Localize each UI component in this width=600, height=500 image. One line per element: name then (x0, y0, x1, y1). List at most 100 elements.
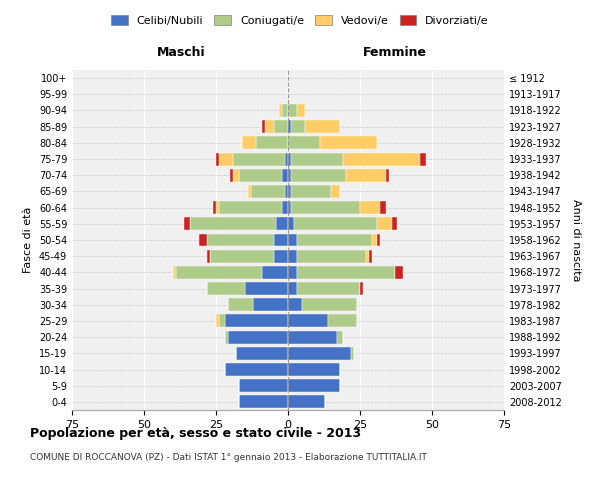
Bar (274, 250, 288, 262)
Bar (242, 136, 256, 149)
Bar (296, 104, 305, 117)
Bar (288, 330, 337, 344)
Bar (233, 152, 285, 166)
Bar (360, 201, 380, 214)
Bar (239, 379, 288, 392)
Text: Femmine: Femmine (362, 46, 427, 59)
Bar (224, 363, 288, 376)
Text: Maschi: Maschi (157, 46, 206, 59)
Bar (285, 185, 288, 198)
Bar (190, 218, 277, 230)
Bar (288, 266, 296, 279)
Bar (380, 201, 386, 214)
Bar (288, 104, 296, 117)
Bar (285, 152, 288, 166)
Bar (213, 201, 216, 214)
Text: COMUNE DI ROCCANOVA (PZ) - Dati ISTAT 1° gennaio 2013 - Elaborazione TUTTITALIA.: COMUNE DI ROCCANOVA (PZ) - Dati ISTAT 1°… (30, 452, 427, 462)
Bar (395, 266, 403, 279)
Bar (288, 218, 294, 230)
Bar (288, 298, 302, 311)
Y-axis label: Anni di nascita: Anni di nascita (571, 198, 581, 281)
Bar (208, 250, 210, 262)
Bar (360, 282, 363, 295)
Bar (288, 234, 296, 246)
Bar (227, 330, 288, 344)
Bar (386, 169, 389, 181)
Bar (366, 250, 368, 262)
Bar (296, 266, 395, 279)
Bar (262, 266, 288, 279)
Bar (288, 169, 291, 181)
Bar (337, 330, 343, 344)
Bar (305, 120, 340, 133)
Bar (277, 218, 288, 230)
Bar (288, 185, 291, 198)
Bar (265, 120, 274, 133)
Bar (343, 152, 421, 166)
Bar (288, 379, 340, 392)
Bar (371, 234, 377, 246)
Bar (176, 266, 262, 279)
Bar (291, 185, 331, 198)
Bar (184, 218, 190, 230)
Bar (288, 250, 296, 262)
Bar (208, 234, 274, 246)
Bar (291, 169, 346, 181)
Bar (224, 330, 227, 344)
Bar (346, 169, 386, 181)
Bar (219, 201, 282, 214)
Bar (288, 314, 328, 328)
Bar (282, 201, 288, 214)
Bar (377, 234, 380, 246)
Bar (210, 250, 274, 262)
Bar (331, 185, 340, 198)
Bar (392, 218, 397, 230)
Bar (282, 104, 288, 117)
Y-axis label: Fasce di età: Fasce di età (23, 207, 33, 273)
Bar (274, 120, 288, 133)
Bar (251, 185, 285, 198)
Bar (288, 396, 325, 408)
Bar (256, 136, 288, 149)
Text: Popolazione per età, sesso e stato civile - 2013: Popolazione per età, sesso e stato civil… (30, 428, 361, 440)
Bar (302, 298, 357, 311)
Bar (368, 250, 371, 262)
Bar (294, 218, 377, 230)
Bar (291, 152, 343, 166)
Bar (239, 396, 288, 408)
Bar (291, 201, 360, 214)
Bar (291, 120, 305, 133)
Bar (421, 152, 426, 166)
Bar (280, 104, 282, 117)
Bar (236, 347, 288, 360)
Bar (288, 152, 291, 166)
Bar (288, 363, 340, 376)
Bar (219, 314, 224, 328)
Bar (320, 136, 377, 149)
Bar (230, 169, 233, 181)
Bar (216, 314, 219, 328)
Bar (262, 120, 265, 133)
Bar (216, 152, 219, 166)
Bar (216, 201, 219, 214)
Bar (199, 234, 208, 246)
Bar (377, 218, 392, 230)
Bar (288, 201, 291, 214)
Bar (282, 169, 288, 181)
Bar (274, 234, 288, 246)
Bar (253, 298, 288, 311)
Bar (288, 136, 320, 149)
Bar (233, 169, 239, 181)
Bar (352, 347, 354, 360)
Bar (288, 347, 352, 360)
Bar (288, 282, 296, 295)
Legend: Celibi/Nubili, Coniugati/e, Vedovi/e, Divorziati/e: Celibi/Nubili, Coniugati/e, Vedovi/e, Di… (107, 10, 493, 30)
Bar (227, 298, 253, 311)
Bar (328, 314, 357, 328)
Bar (208, 282, 245, 295)
Bar (173, 266, 176, 279)
Bar (288, 120, 291, 133)
Bar (296, 234, 371, 246)
Bar (245, 282, 288, 295)
Bar (219, 152, 233, 166)
